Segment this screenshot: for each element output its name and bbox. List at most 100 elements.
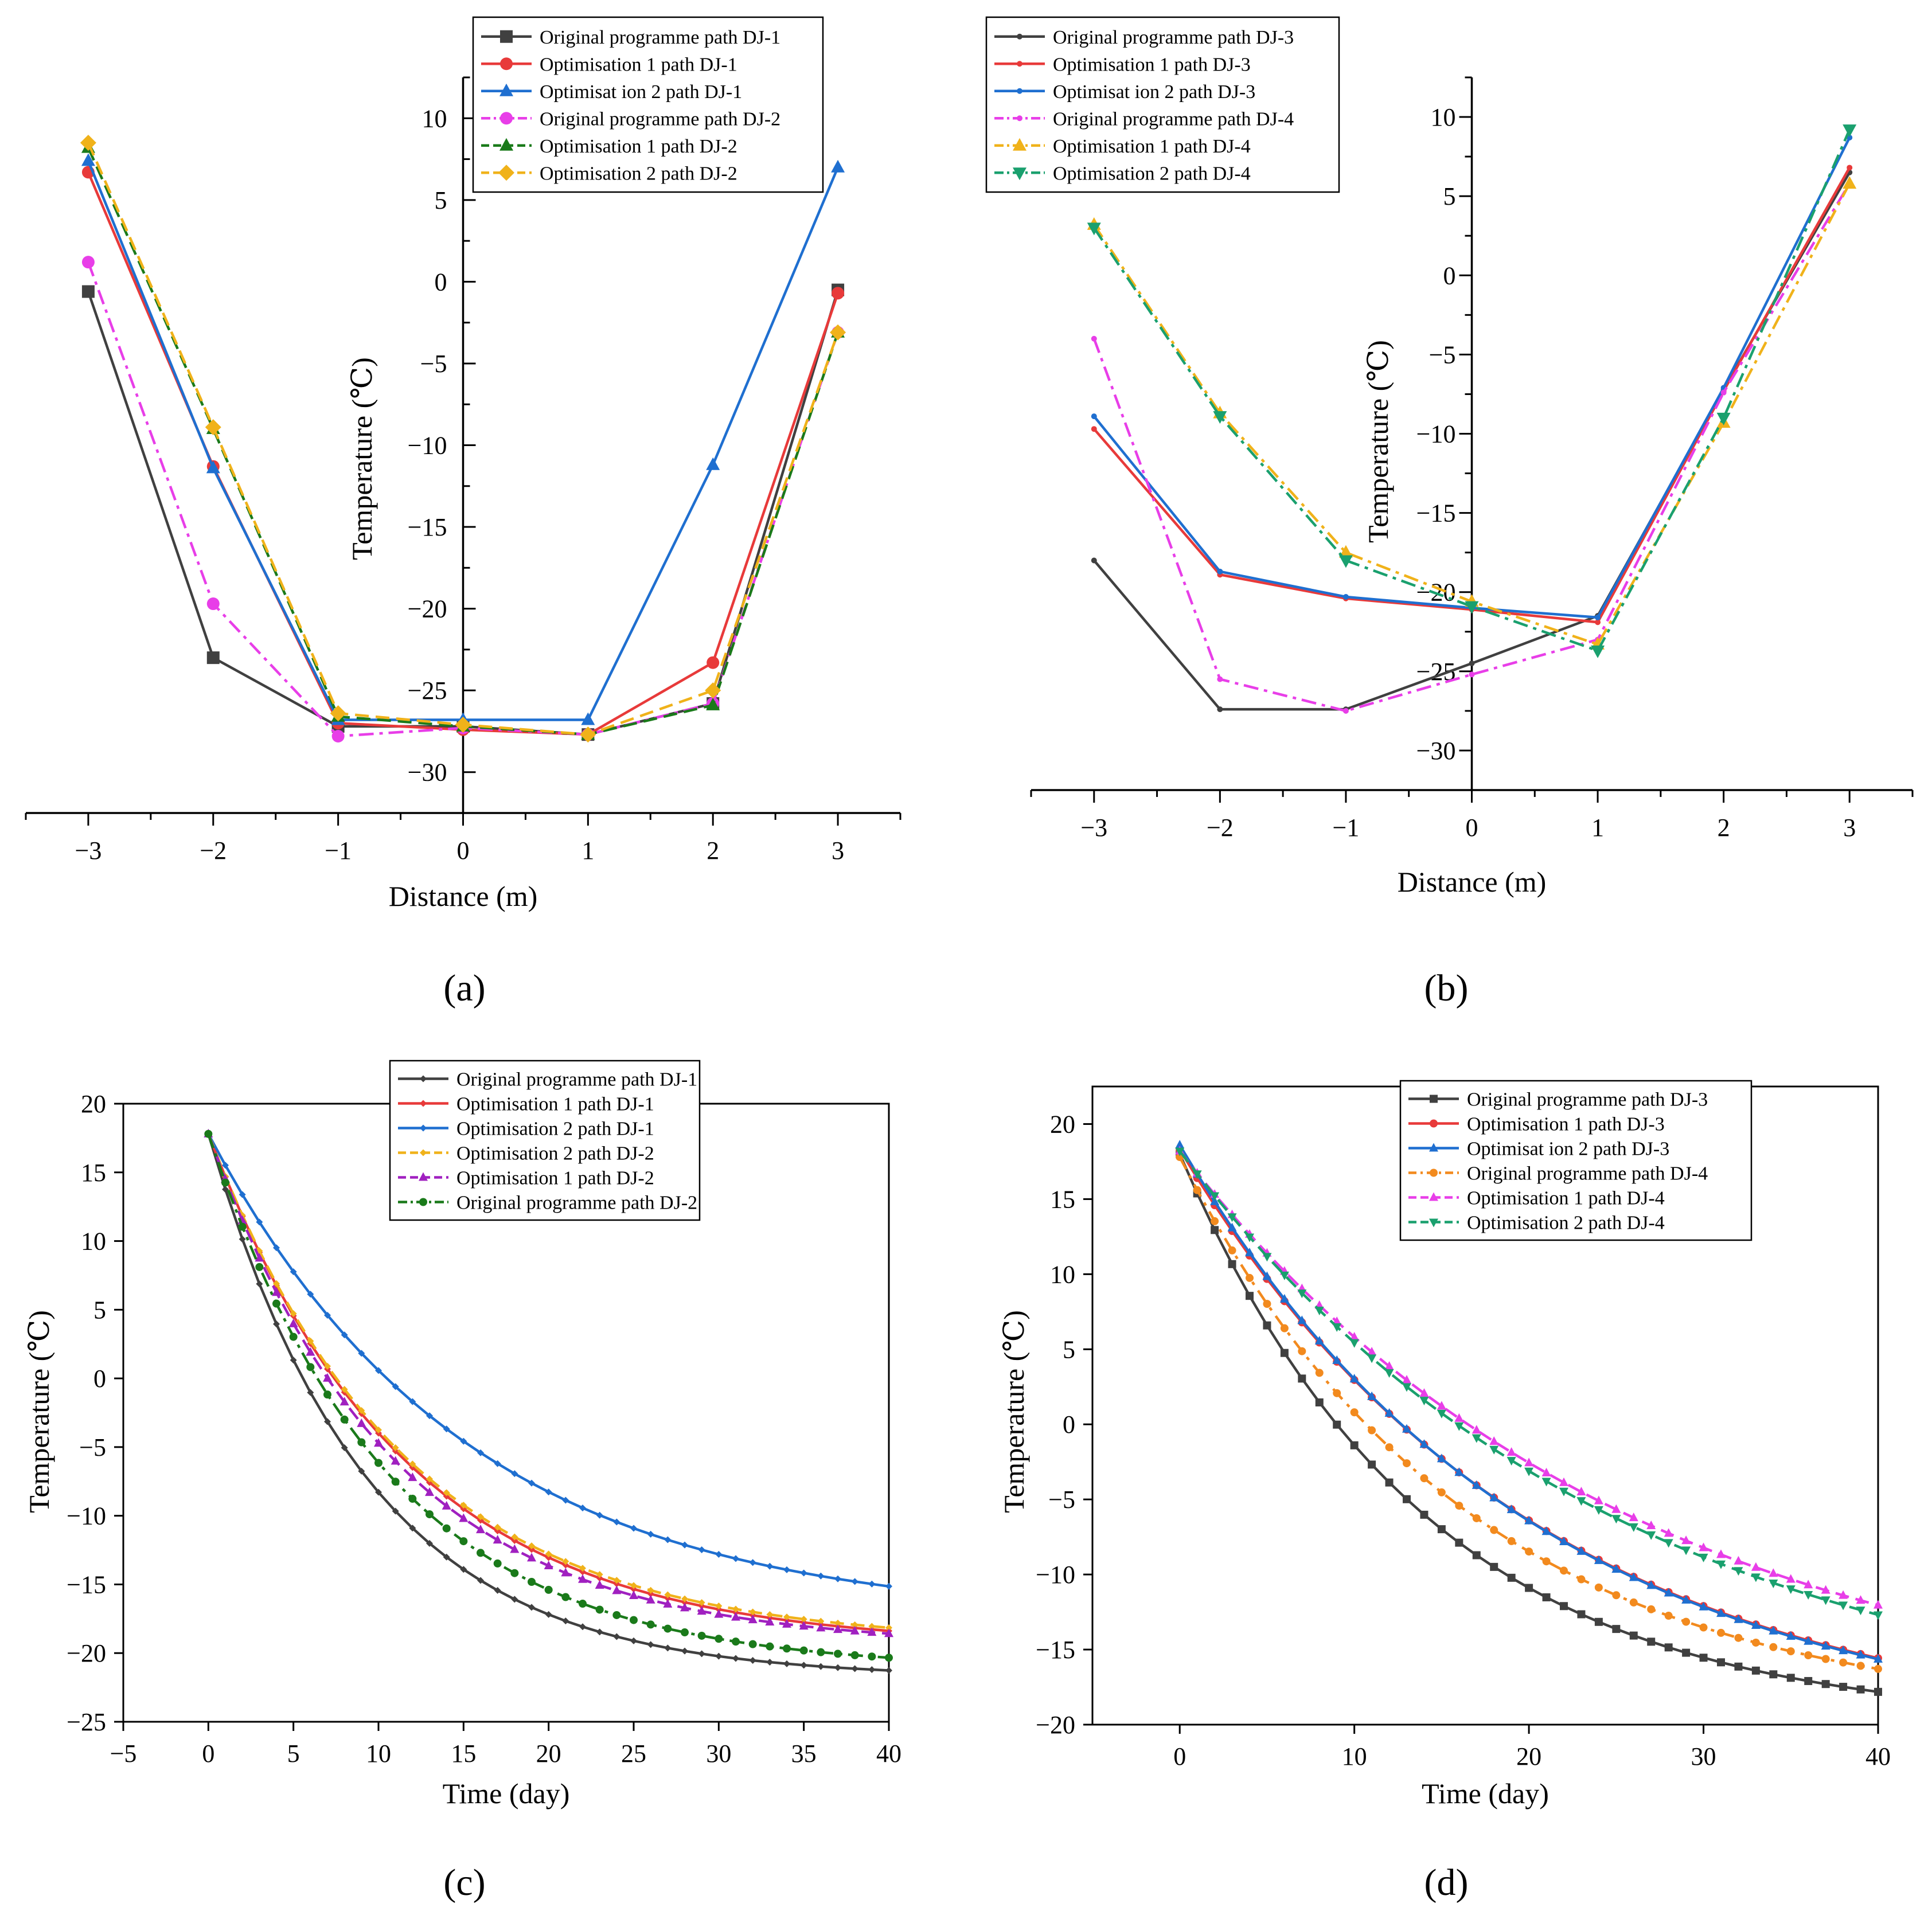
data-point — [306, 1363, 315, 1371]
data-point — [1716, 1549, 1726, 1558]
data-point — [1699, 1654, 1708, 1662]
data-point — [206, 460, 220, 474]
data-point — [698, 1599, 705, 1607]
data-point — [426, 1475, 433, 1483]
y-tick-label: −20 — [67, 1639, 106, 1667]
data-point — [1804, 1676, 1813, 1685]
data-point — [289, 1332, 298, 1341]
data-point — [1490, 1562, 1498, 1571]
data-point — [1403, 1459, 1411, 1468]
data-point — [1217, 706, 1223, 713]
series-6 — [80, 135, 846, 743]
data-point — [1682, 1648, 1691, 1657]
data-point — [1734, 1567, 1743, 1576]
data-point — [579, 1504, 586, 1512]
series-5 — [204, 1128, 893, 1637]
data-point — [647, 1590, 654, 1597]
data-point — [1595, 614, 1601, 620]
data-point — [817, 1648, 825, 1656]
legend-label: Original programme path DJ-3 — [1053, 27, 1294, 48]
data-point — [1716, 412, 1731, 425]
data-point — [1576, 1546, 1586, 1555]
data-point — [1280, 1349, 1289, 1357]
data-point — [629, 1590, 638, 1599]
legend-marker — [1017, 61, 1022, 67]
axes: −3 −2 −1 0 1 2 3−30−25−20−15−10−50510Distance … — [1030, 76, 1914, 898]
data-point — [330, 705, 346, 722]
data-point — [1402, 1383, 1411, 1392]
data-point — [256, 1280, 263, 1288]
data-point — [630, 1582, 637, 1589]
data-point — [1091, 335, 1097, 342]
legend-marker — [498, 165, 514, 181]
data-point — [222, 1186, 229, 1193]
data-point — [1541, 1467, 1551, 1476]
data-point — [1210, 1192, 1220, 1201]
data-point — [851, 1621, 858, 1628]
data-point — [323, 1373, 332, 1382]
data-point — [1646, 1580, 1656, 1589]
data-point — [698, 1650, 705, 1658]
data-point — [817, 1663, 825, 1670]
data-point — [239, 1236, 246, 1243]
data-point — [1175, 1140, 1185, 1149]
data-point — [426, 1539, 433, 1547]
y-tick-label: 5 — [1443, 182, 1456, 210]
data-point — [374, 1459, 383, 1467]
y-tick-label: −25 — [67, 1708, 106, 1736]
data-point — [732, 1637, 740, 1646]
data-point — [732, 1655, 739, 1662]
y-tick-label: −15 — [408, 513, 447, 541]
data-point — [1437, 1525, 1446, 1534]
data-point — [749, 1656, 756, 1664]
legend: Original programme path DJ-3 Optimisation… — [985, 16, 1340, 193]
data-point — [596, 1628, 603, 1636]
data-point — [341, 1386, 348, 1393]
data-point — [868, 1652, 876, 1661]
data-point — [1385, 1478, 1394, 1487]
y-tick-label: 10 — [1431, 103, 1456, 131]
data-point — [1577, 1610, 1586, 1619]
data-point — [1489, 1445, 1499, 1455]
data-point — [459, 1513, 469, 1522]
data-point — [706, 457, 720, 470]
y-tick-label: 5 — [93, 1296, 106, 1324]
data-point — [830, 324, 846, 341]
data-point — [561, 1568, 571, 1577]
data-point — [1681, 1535, 1691, 1545]
data-point — [1342, 594, 1349, 600]
data-point — [358, 1467, 365, 1475]
data-point — [715, 1635, 723, 1643]
data-point — [1192, 1170, 1202, 1179]
data-point — [1349, 1339, 1359, 1348]
data-point — [647, 1641, 654, 1648]
data-point — [578, 1574, 587, 1583]
data-point — [1821, 1655, 1830, 1663]
data-point — [290, 1357, 297, 1364]
series-line — [1178, 1150, 1879, 1607]
data-point — [1629, 1572, 1638, 1581]
data-point — [562, 1558, 569, 1565]
data-point — [1437, 1409, 1446, 1418]
data-point — [1647, 1605, 1656, 1613]
data-point — [306, 1347, 315, 1356]
data-point — [581, 712, 595, 725]
data-point — [1228, 1260, 1236, 1268]
x-tick-label: 1 — [581, 837, 594, 865]
data-point — [782, 1619, 791, 1628]
data-point — [1856, 1650, 1865, 1659]
data-point — [1576, 1497, 1586, 1506]
data-point — [1367, 1391, 1377, 1400]
legend-marker — [420, 1100, 427, 1107]
legend-label: Optimisation 2 path DJ-2 — [456, 1143, 654, 1164]
data-point — [1333, 1389, 1341, 1397]
panel-label-a: (a) — [443, 967, 485, 1009]
data-point — [1211, 1217, 1219, 1225]
series-3 — [205, 1130, 892, 1590]
x-tick-label: 10 — [1342, 1742, 1367, 1771]
data-point — [1629, 1598, 1638, 1607]
data-point — [1472, 1425, 1481, 1434]
data-point — [817, 1617, 825, 1625]
data-point — [1419, 1439, 1429, 1448]
